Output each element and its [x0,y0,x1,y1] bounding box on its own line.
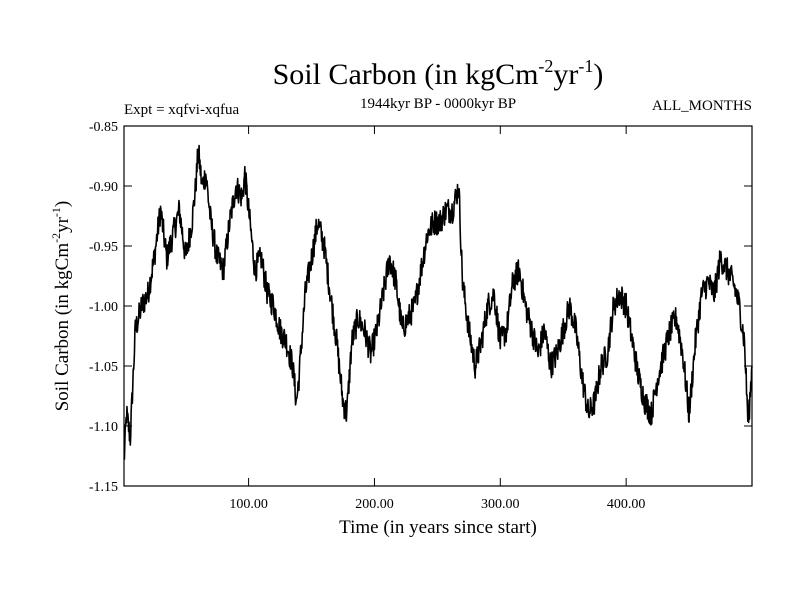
y-tick-label: -1.15 [89,480,118,495]
x-tick-label: 300.00 [481,497,520,512]
y-tick-label: -0.85 [89,120,118,135]
y-axis-label: Soil Carbon (in kgCm-2yr-1) [49,201,73,412]
y-tick-label: -0.95 [89,240,118,255]
y-tick-label: -1.10 [89,420,118,435]
months-label: ALL_MONTHS [652,98,752,114]
y-tick-label: -1.00 [89,300,118,315]
y-tick-label: -1.05 [89,360,118,375]
x-axis-label: Time (in years since start) [339,517,537,538]
plot-frame [123,125,753,487]
x-tick-label: 200.00 [355,497,394,512]
x-tick-label: 400.00 [607,497,646,512]
chart-title: Soil Carbon (in kgCm-2yr-1) [273,56,604,91]
x-tick-label: 100.00 [229,497,268,512]
experiment-label: Expt = xqfvi-xqfua [124,102,239,118]
period-label: 1944kyr BP - 0000kyr BP [360,96,516,112]
y-tick-label: -0.90 [89,180,118,195]
series-line-soil-carbon [123,144,753,460]
